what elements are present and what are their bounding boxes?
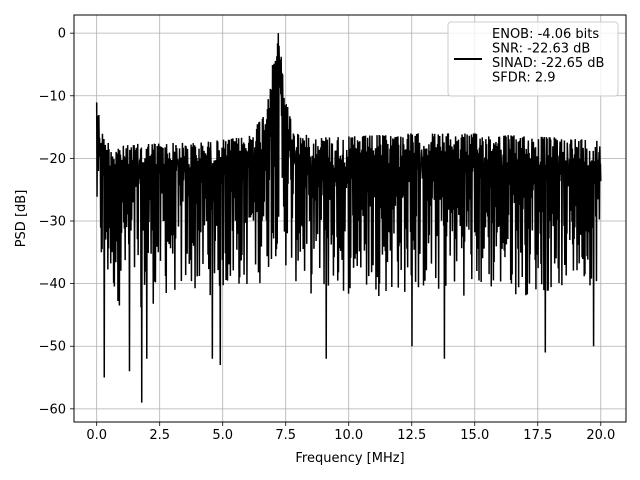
y-tick-label: −20 <box>39 152 66 167</box>
y-tick-label: −50 <box>39 340 66 355</box>
x-tick-label: 17.5 <box>523 428 552 443</box>
x-tick-label: 10.0 <box>334 428 363 443</box>
legend-entry-line: SNR: -22.63 dB <box>492 42 590 57</box>
y-tick-label: −30 <box>39 215 66 230</box>
x-tick-label: 15.0 <box>460 428 489 443</box>
y-axis-ticks: 0 −10 −20 −30 −40 −50 −60 <box>39 27 74 417</box>
x-tick-label: 12.5 <box>397 428 426 443</box>
x-axis-ticks: 0.0 2.5 5.0 7.5 10.0 12.5 15.0 17.5 20.0 <box>86 422 615 443</box>
x-tick-label: 7.5 <box>275 428 296 443</box>
x-tick-label: 0.0 <box>86 428 107 443</box>
x-tick-label: 5.0 <box>212 428 233 443</box>
plot-frame <box>73 14 627 423</box>
y-tick-label: −40 <box>39 277 66 292</box>
y-tick-label: 0 <box>58 27 66 42</box>
legend-box <box>447 21 619 97</box>
x-axis-label: Frequency [MHz] <box>295 451 404 466</box>
psd-series-line <box>95 33 602 403</box>
legend-entry-line: ENOB: -4.06 bits <box>492 27 599 42</box>
y-tick-label: −10 <box>39 89 66 104</box>
legend-entry-line: SFDR: 2.9 <box>492 71 556 86</box>
psd-trace <box>95 33 602 403</box>
y-axis-label: PSD [dB] <box>14 190 29 248</box>
legend-entry-line: SINAD: -22.65 dB <box>492 56 604 71</box>
x-tick-label: 2.5 <box>149 428 170 443</box>
x-tick-label: 20.0 <box>586 428 615 443</box>
y-tick-label: −60 <box>39 402 66 417</box>
